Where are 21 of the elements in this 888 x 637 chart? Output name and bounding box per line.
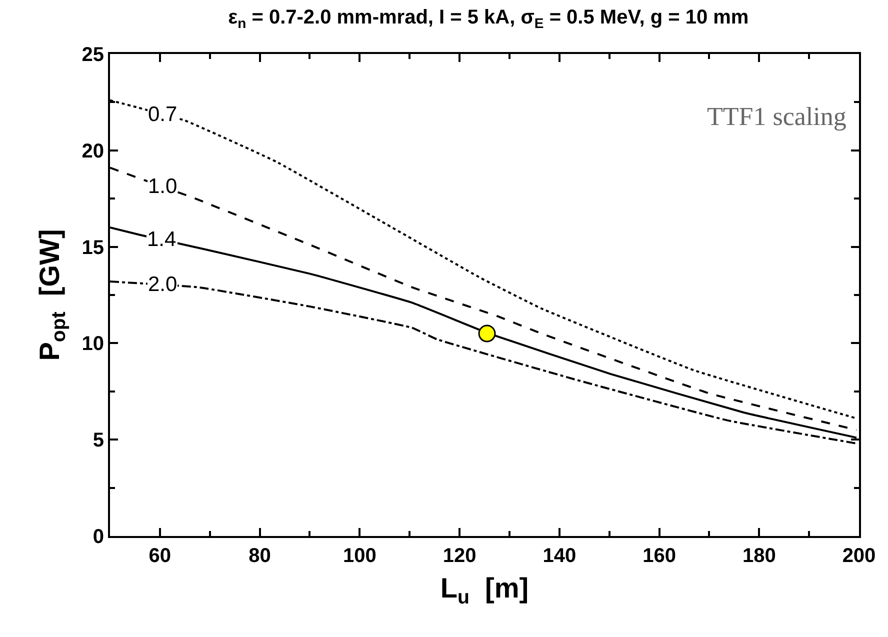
x-tick-label: 200 <box>842 545 876 567</box>
y-tick-label: 20 <box>82 140 104 162</box>
series-label: 1.0 <box>148 175 178 198</box>
y-tick-label: 5 <box>92 430 104 452</box>
y-tick-label: 25 <box>82 44 104 66</box>
x-axis-title: L$_{u}$ [m] <box>440 572 529 608</box>
y-tick-label: 15 <box>82 236 104 259</box>
series-label: 2.0 <box>148 273 178 296</box>
series-label: 1.4 <box>147 228 177 251</box>
x-tick-label: 100 <box>342 545 376 567</box>
series-label: 0.7 <box>148 103 178 126</box>
y-tick-label: 0 <box>92 526 104 548</box>
x-tick-label: 120 <box>442 545 476 567</box>
x-tick-label: 60 <box>148 545 172 567</box>
annotation: TTF1 scaling <box>707 102 846 131</box>
x-tick-label: 180 <box>742 545 776 567</box>
x-tick-label: 80 <box>248 545 271 567</box>
y-tick-label: 10 <box>82 333 104 356</box>
x-tick-label: 140 <box>542 545 576 567</box>
chart-title: ε$_{n}$ = 0.7-2.0 mm-mrad, I = 5 kA, σ$_{E}$ = 0.5 MeV, g = 10 mm <box>228 6 749 31</box>
x-tick-label: 160 <box>642 545 676 567</box>
